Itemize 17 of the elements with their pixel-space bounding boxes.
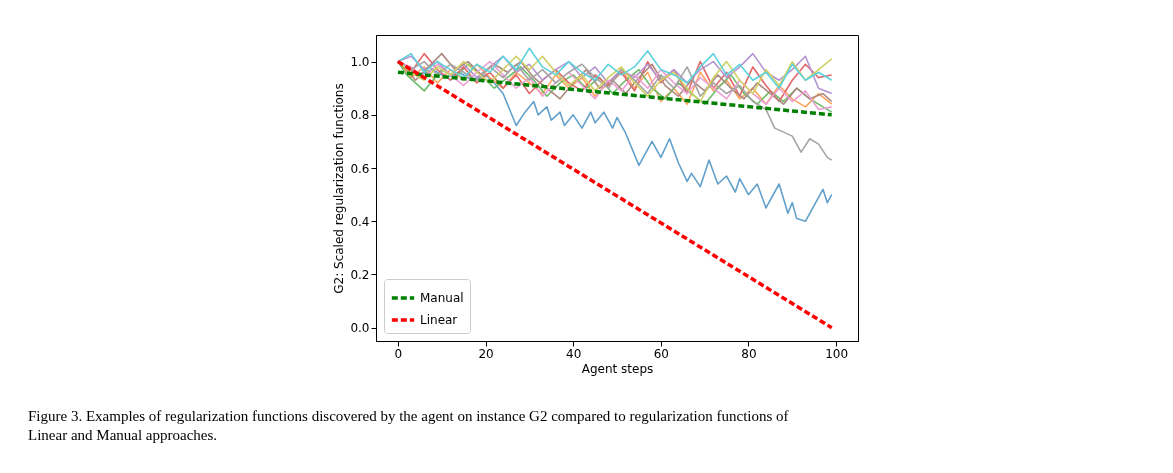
legend-label: Manual [420, 291, 464, 305]
x-tick-label: 40 [566, 346, 582, 361]
caption: Figure 3. Examples of regularization functions discovered by the agent on instance G2 compared to regularization functions of Linear and Manual approaches. [28, 408, 789, 443]
x-tick-label: 0 [394, 346, 403, 361]
x-tick-label: 100 [825, 346, 849, 361]
y-axis-title: G2: Scaled regularization functions [332, 83, 347, 294]
x-tick-label: 80 [741, 346, 757, 361]
y-tick-label: 0.0 [350, 321, 370, 336]
y-tick-label: 0.8 [350, 108, 370, 123]
legend-label: Linear [420, 313, 458, 327]
y-tick-label: 0.4 [350, 214, 370, 229]
x-axis-title: Agent steps [581, 361, 654, 376]
y-tick-label: 0.6 [350, 161, 370, 176]
y-tick-label: 0.2 [350, 267, 370, 282]
x-tick-label: 20 [478, 346, 494, 361]
y-tick-label: 1.0 [350, 55, 370, 70]
x-tick-label: 60 [653, 346, 669, 361]
